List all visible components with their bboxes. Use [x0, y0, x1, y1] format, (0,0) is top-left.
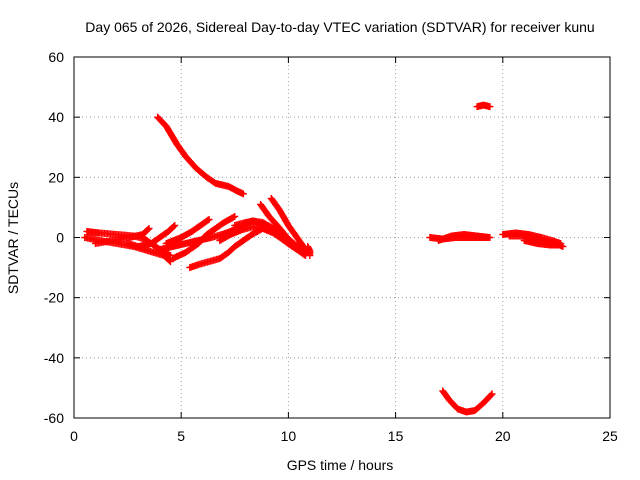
y-tick-label: 20 [48, 169, 64, 185]
data-point-series [439, 387, 496, 416]
data-point-series [267, 194, 312, 257]
x-tick-label: 0 [70, 428, 78, 444]
x-tick-label: 10 [281, 428, 297, 444]
x-axis-label: GPS time / hours [287, 457, 394, 473]
y-axis-label: SDTVAR / TECUs [5, 182, 21, 294]
data-points [81, 101, 567, 416]
y-tick-label: 40 [48, 109, 64, 125]
y-tick-label: 0 [56, 230, 64, 246]
grid-lines [74, 57, 610, 418]
data-point-series [124, 221, 179, 251]
data-point-series [304, 243, 314, 260]
y-tick-label: -40 [44, 350, 64, 366]
data-point-series [91, 224, 153, 248]
data-point-series [473, 101, 494, 111]
x-tick-label: 15 [388, 428, 404, 444]
chart-title: Day 065 of 2026, Sidereal Day-to-day VTE… [85, 19, 594, 35]
x-tick-label: 20 [495, 428, 511, 444]
y-tick-label: -60 [44, 410, 64, 426]
data-point-series [169, 212, 239, 263]
data-point-series [257, 200, 310, 257]
y-tick-label: -20 [44, 290, 64, 306]
data-point-series [186, 224, 267, 272]
y-tick-label: 60 [48, 49, 64, 65]
axis-ticks: 0 5 10 15 20 25 -60 -40 -20 0 20 40 60 [44, 49, 618, 444]
x-tick-label: 25 [602, 428, 618, 444]
data-point-series [154, 113, 247, 198]
data-point-series [434, 230, 494, 245]
data-point-series [162, 215, 213, 248]
x-tick-label: 5 [177, 428, 185, 444]
data-point-series [520, 237, 563, 249]
